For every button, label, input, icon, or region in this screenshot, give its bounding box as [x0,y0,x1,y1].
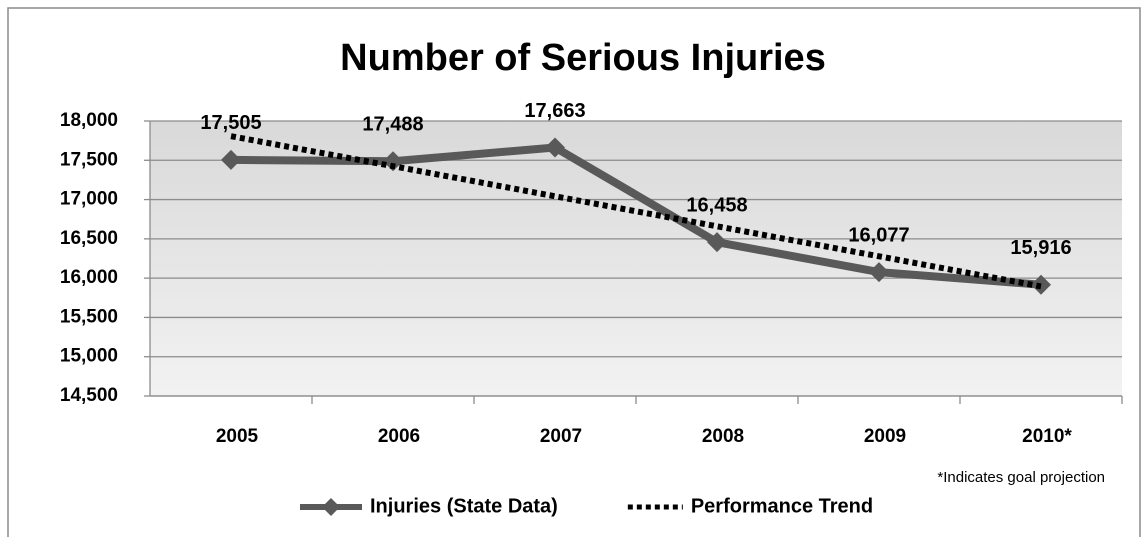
marker [383,151,403,172]
annotation: *Indicates goal projection [937,469,1105,486]
legend-marker [322,498,340,516]
y-tick-label: 15,000 [60,346,118,367]
data-label: 16,077 [848,224,909,246]
x-tick-label: 2010* [1022,426,1072,447]
y-tick-label: 17,500 [60,149,118,170]
legend-label: Injuries (State Data) [370,495,558,517]
y-tick-label: 16,000 [60,267,118,288]
y-tick-label: 18,000 [60,110,118,131]
y-tick-label: 14,500 [60,385,118,406]
x-tick-label: 2009 [864,426,906,447]
x-tick-label: 2007 [540,426,582,447]
marker [221,149,241,170]
marker [707,232,727,253]
trend-line [230,133,1042,290]
chart-frame [7,7,1141,537]
marker [545,137,565,158]
y-tick-label: 15,500 [60,306,118,327]
legend-label: Performance Trend [691,495,873,517]
x-tick-label: 2005 [216,426,259,447]
plot-area [150,121,1122,396]
data-label: 17,663 [524,100,585,122]
chart-title: Number of Serious Injuries [340,37,826,79]
y-tick-label: 17,000 [60,189,118,210]
data-label: 17,488 [362,114,423,136]
data-label: 15,916 [1010,237,1071,259]
x-tick-label: 2006 [378,426,420,447]
y-tick-label: 16,500 [60,228,118,249]
x-tick-label: 2008 [702,426,744,447]
marker [869,262,889,283]
data-label: 17,505 [200,112,261,134]
data-label: 16,458 [686,194,747,216]
